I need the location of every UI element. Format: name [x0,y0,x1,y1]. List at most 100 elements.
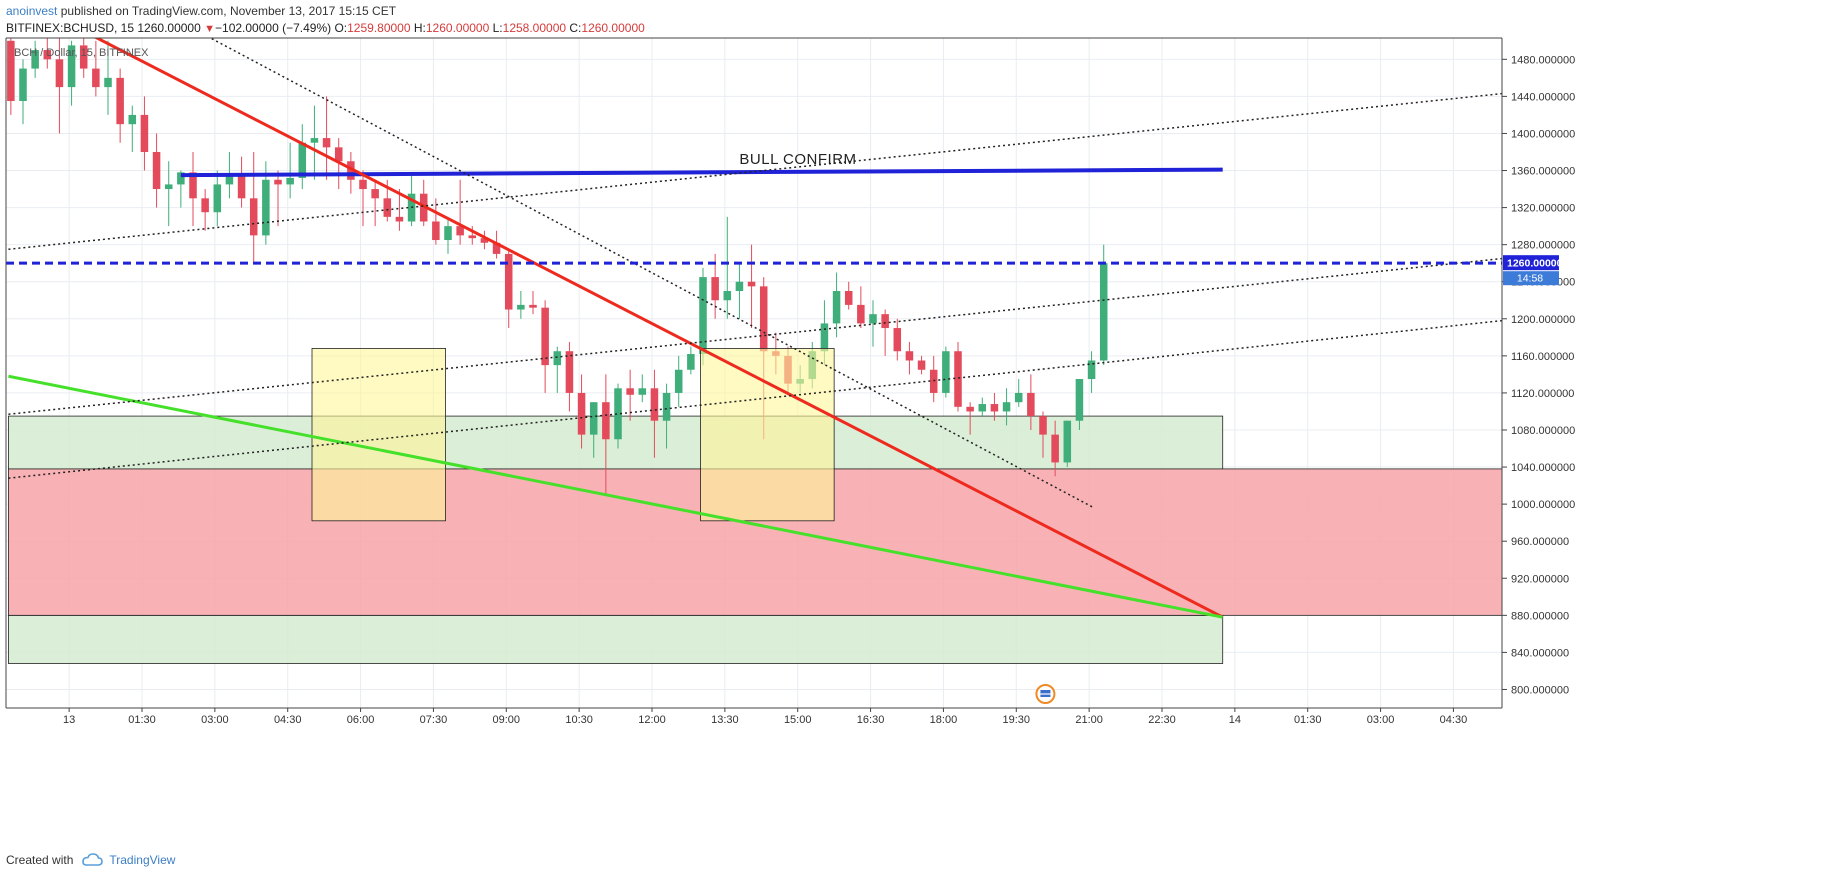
y-tick-label: 960.000000 [1511,536,1569,548]
candle-body [19,68,27,102]
candle-body [942,351,950,393]
candle-body [747,281,756,287]
candle-body [359,179,367,190]
candle-body [832,290,841,324]
candle-body [468,235,477,239]
candle-body [881,314,889,329]
candle-body [262,179,270,236]
candle-body [213,184,222,213]
trend-line[interactable] [180,167,1223,178]
candle-body [589,402,598,435]
candle-body [334,147,343,162]
candle-body [237,175,246,199]
candle-body [929,369,938,393]
candle-body [723,290,732,301]
candle-body [978,404,987,412]
candle-body [7,40,15,102]
candle-body [820,323,829,352]
trend-line[interactable] [8,374,1224,619]
candle-body [759,286,768,352]
candle-body [966,406,974,412]
candle-body [298,142,307,178]
footer: Created with TradingView [6,853,175,867]
candle-body [492,242,501,254]
candle-body [626,388,634,395]
y-tick-label: 1160.000000 [1511,351,1574,363]
candle-body [577,392,586,435]
candle-body [1014,392,1023,403]
annotation-label: BULL CONFIRM [739,151,856,168]
candle-body [201,198,209,213]
candle-body [444,226,452,241]
open-label: O: [334,21,348,35]
candle-body [1099,263,1108,361]
x-tick-label: 13:30 [711,714,739,726]
trend-line[interactable] [93,36,1224,619]
chart-title: BCH / Dollar, 15, BITFINEX [14,47,149,59]
y-tick-label: 1040.000000 [1511,462,1575,474]
candle-body [917,360,926,370]
candle-body [504,253,513,310]
candle-body [347,161,355,180]
candle-body [517,304,525,310]
y-tick-label: 1440.000000 [1511,91,1575,103]
x-tick-label: 01:30 [1294,714,1322,726]
candle-body [1027,392,1035,417]
candle-body [128,114,137,125]
candle-body [844,290,853,305]
trend-line[interactable] [8,92,1502,251]
x-tick-label: 01:30 [128,714,156,726]
x-tick-label: 19:30 [1003,714,1031,726]
y-tick-label: 920.000000 [1511,573,1569,585]
x-tick-label: 13 [63,714,75,726]
trend-line[interactable] [8,257,1502,415]
candle-body [1075,379,1084,421]
symbol-label[interactable]: BITFINEX:BCHUSD, 15 [6,21,135,35]
candle-body [614,388,622,440]
candle-body [310,138,319,143]
low-value: 1258.00000 [502,21,567,35]
candle-body [893,328,902,352]
highlight-box [311,348,446,522]
candle-body [43,50,52,60]
x-tick-label: 04:30 [274,714,302,726]
author-link[interactable]: anoinvest [6,4,58,18]
trendlines-group [8,22,1502,619]
candle-body [990,404,999,412]
countdown-label: 14:58 [1517,273,1543,285]
candle-body [456,226,464,236]
x-tick-label: 09:00 [493,714,521,726]
candle-body [735,281,744,291]
y-tick-label: 840.000000 [1511,647,1569,659]
candle-body [699,277,707,355]
candle-body [140,114,149,152]
trend-line[interactable] [181,22,1095,509]
y-tick-label: 1360.000000 [1511,166,1575,178]
x-tick-label: 07:30 [420,714,448,726]
y-tick-label: 1320.000000 [1511,203,1575,215]
x-tick-label: 14 [1229,714,1241,726]
candle-body [1063,420,1072,463]
high-value: 1260.00000 [425,21,490,35]
candle-body [225,175,234,185]
candle-body [674,369,683,393]
candle-body [638,388,647,395]
candle-body [79,45,88,69]
x-tick-label: 18:00 [930,714,958,726]
tradingview-brand-link[interactable]: TradingView [109,853,176,867]
candle-body [104,77,112,88]
candle-body [954,351,962,407]
candle-body [711,277,719,301]
trend-line[interactable] [8,319,1502,479]
candle-body [529,304,537,308]
x-tick-label: 22:30 [1148,714,1176,726]
candle-body [905,351,914,361]
candle-body [553,351,562,366]
x-tick-label: 10:30 [565,714,593,726]
candle-body [480,238,489,243]
published-text: published on TradingView.com, November 1… [60,4,397,18]
x-tick-label: 15:00 [784,714,812,726]
candle-body [565,351,574,393]
x-tick-label: 03:00 [201,714,229,726]
